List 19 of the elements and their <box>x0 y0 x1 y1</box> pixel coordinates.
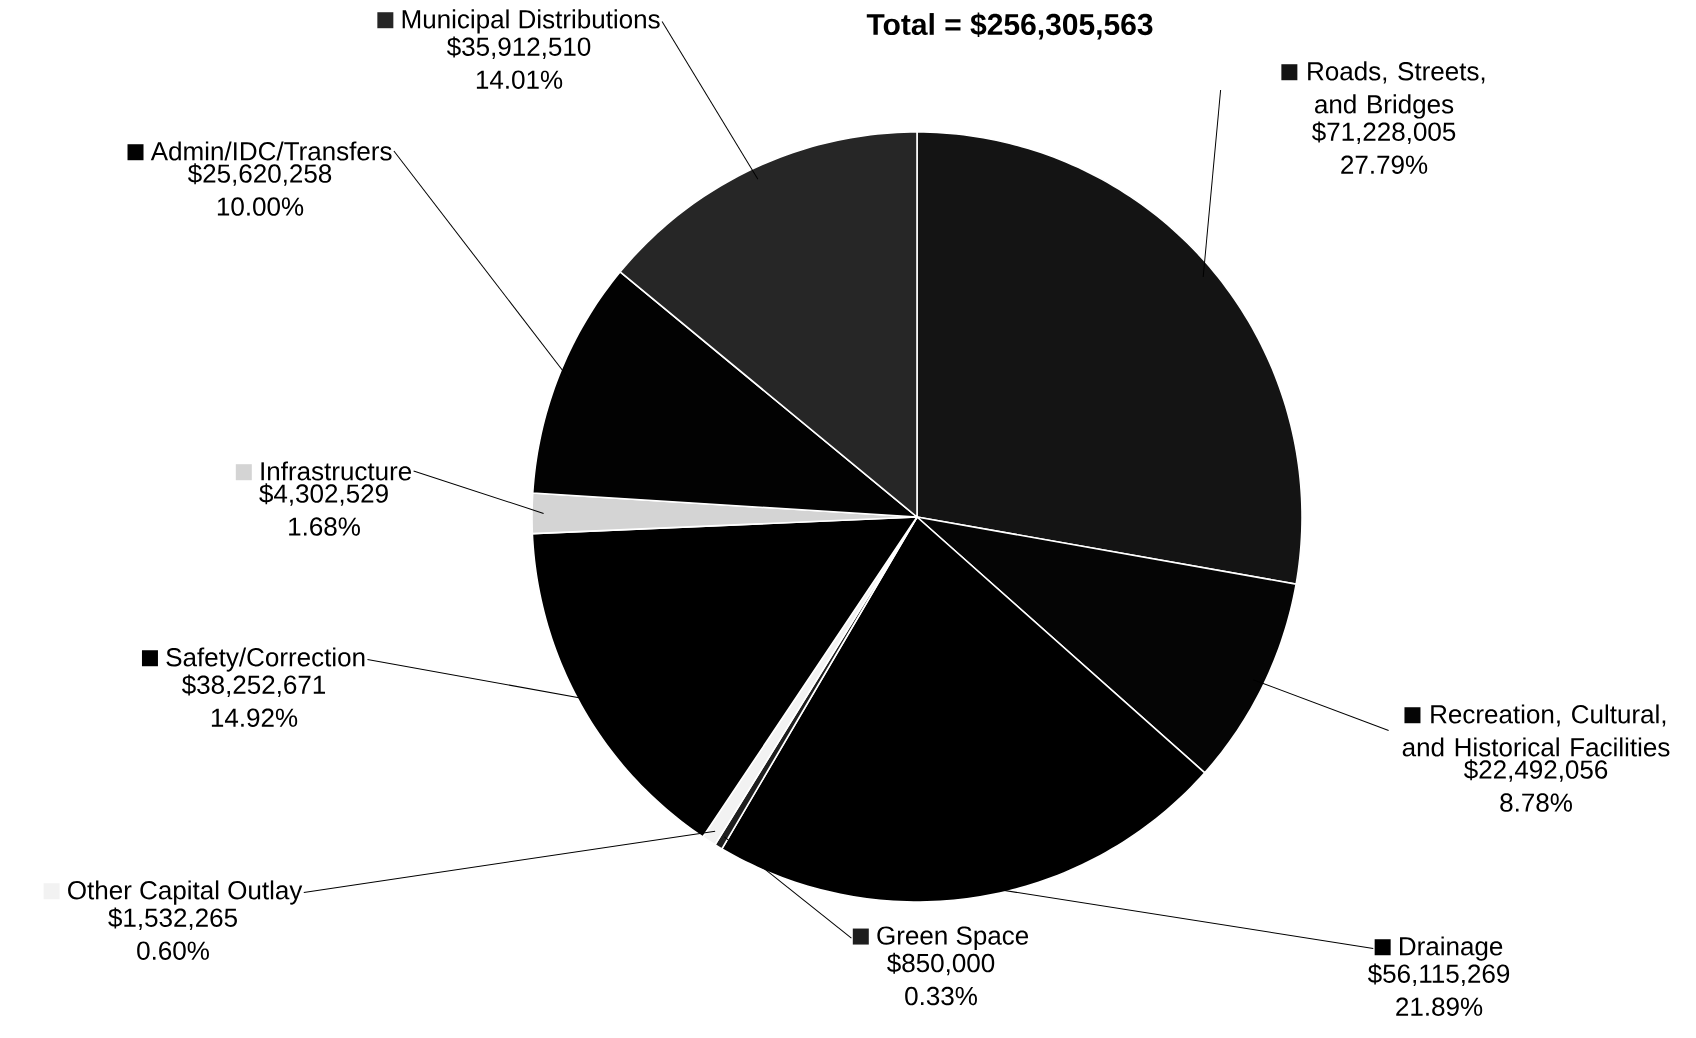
legend-label: Safety/Correction <box>166 647 365 672</box>
legend-label: Municipal Distributions <box>402 9 660 34</box>
legend-label: Infrastructure <box>261 461 412 481</box>
data-label: $4,302,529 1.68% <box>259 483 388 536</box>
data-label: $1,532,265 0.60% <box>108 907 237 960</box>
chart-title: Total = $256,305,563 <box>866 12 1153 40</box>
data-label: $850,000 0.33% <box>887 952 995 1006</box>
data-label: $71,228,005 27.79% <box>1312 121 1456 174</box>
legend-label: Other Capital Outlay <box>68 880 303 905</box>
legend-label: Admin/IDC/Transfers <box>150 141 392 161</box>
legend-label: Drainage <box>1400 936 1503 961</box>
data-label: $25,620,258 10.00% <box>187 163 332 216</box>
data-label: $35,912,510 14.01% <box>447 36 591 89</box>
data-label: $38,252,671 14.92% <box>181 674 326 727</box>
legend-label: Roads, Streets, and Bridges <box>1308 61 1485 119</box>
data-label: $22,492,056 8.78% <box>1464 759 1608 812</box>
legend-label: Recreation, Cultural, and Historical Facilities <box>1402 704 1670 757</box>
legend-label: Green Space <box>877 926 1029 950</box>
data-label: $56,115,269 21.89% <box>1367 963 1510 1016</box>
